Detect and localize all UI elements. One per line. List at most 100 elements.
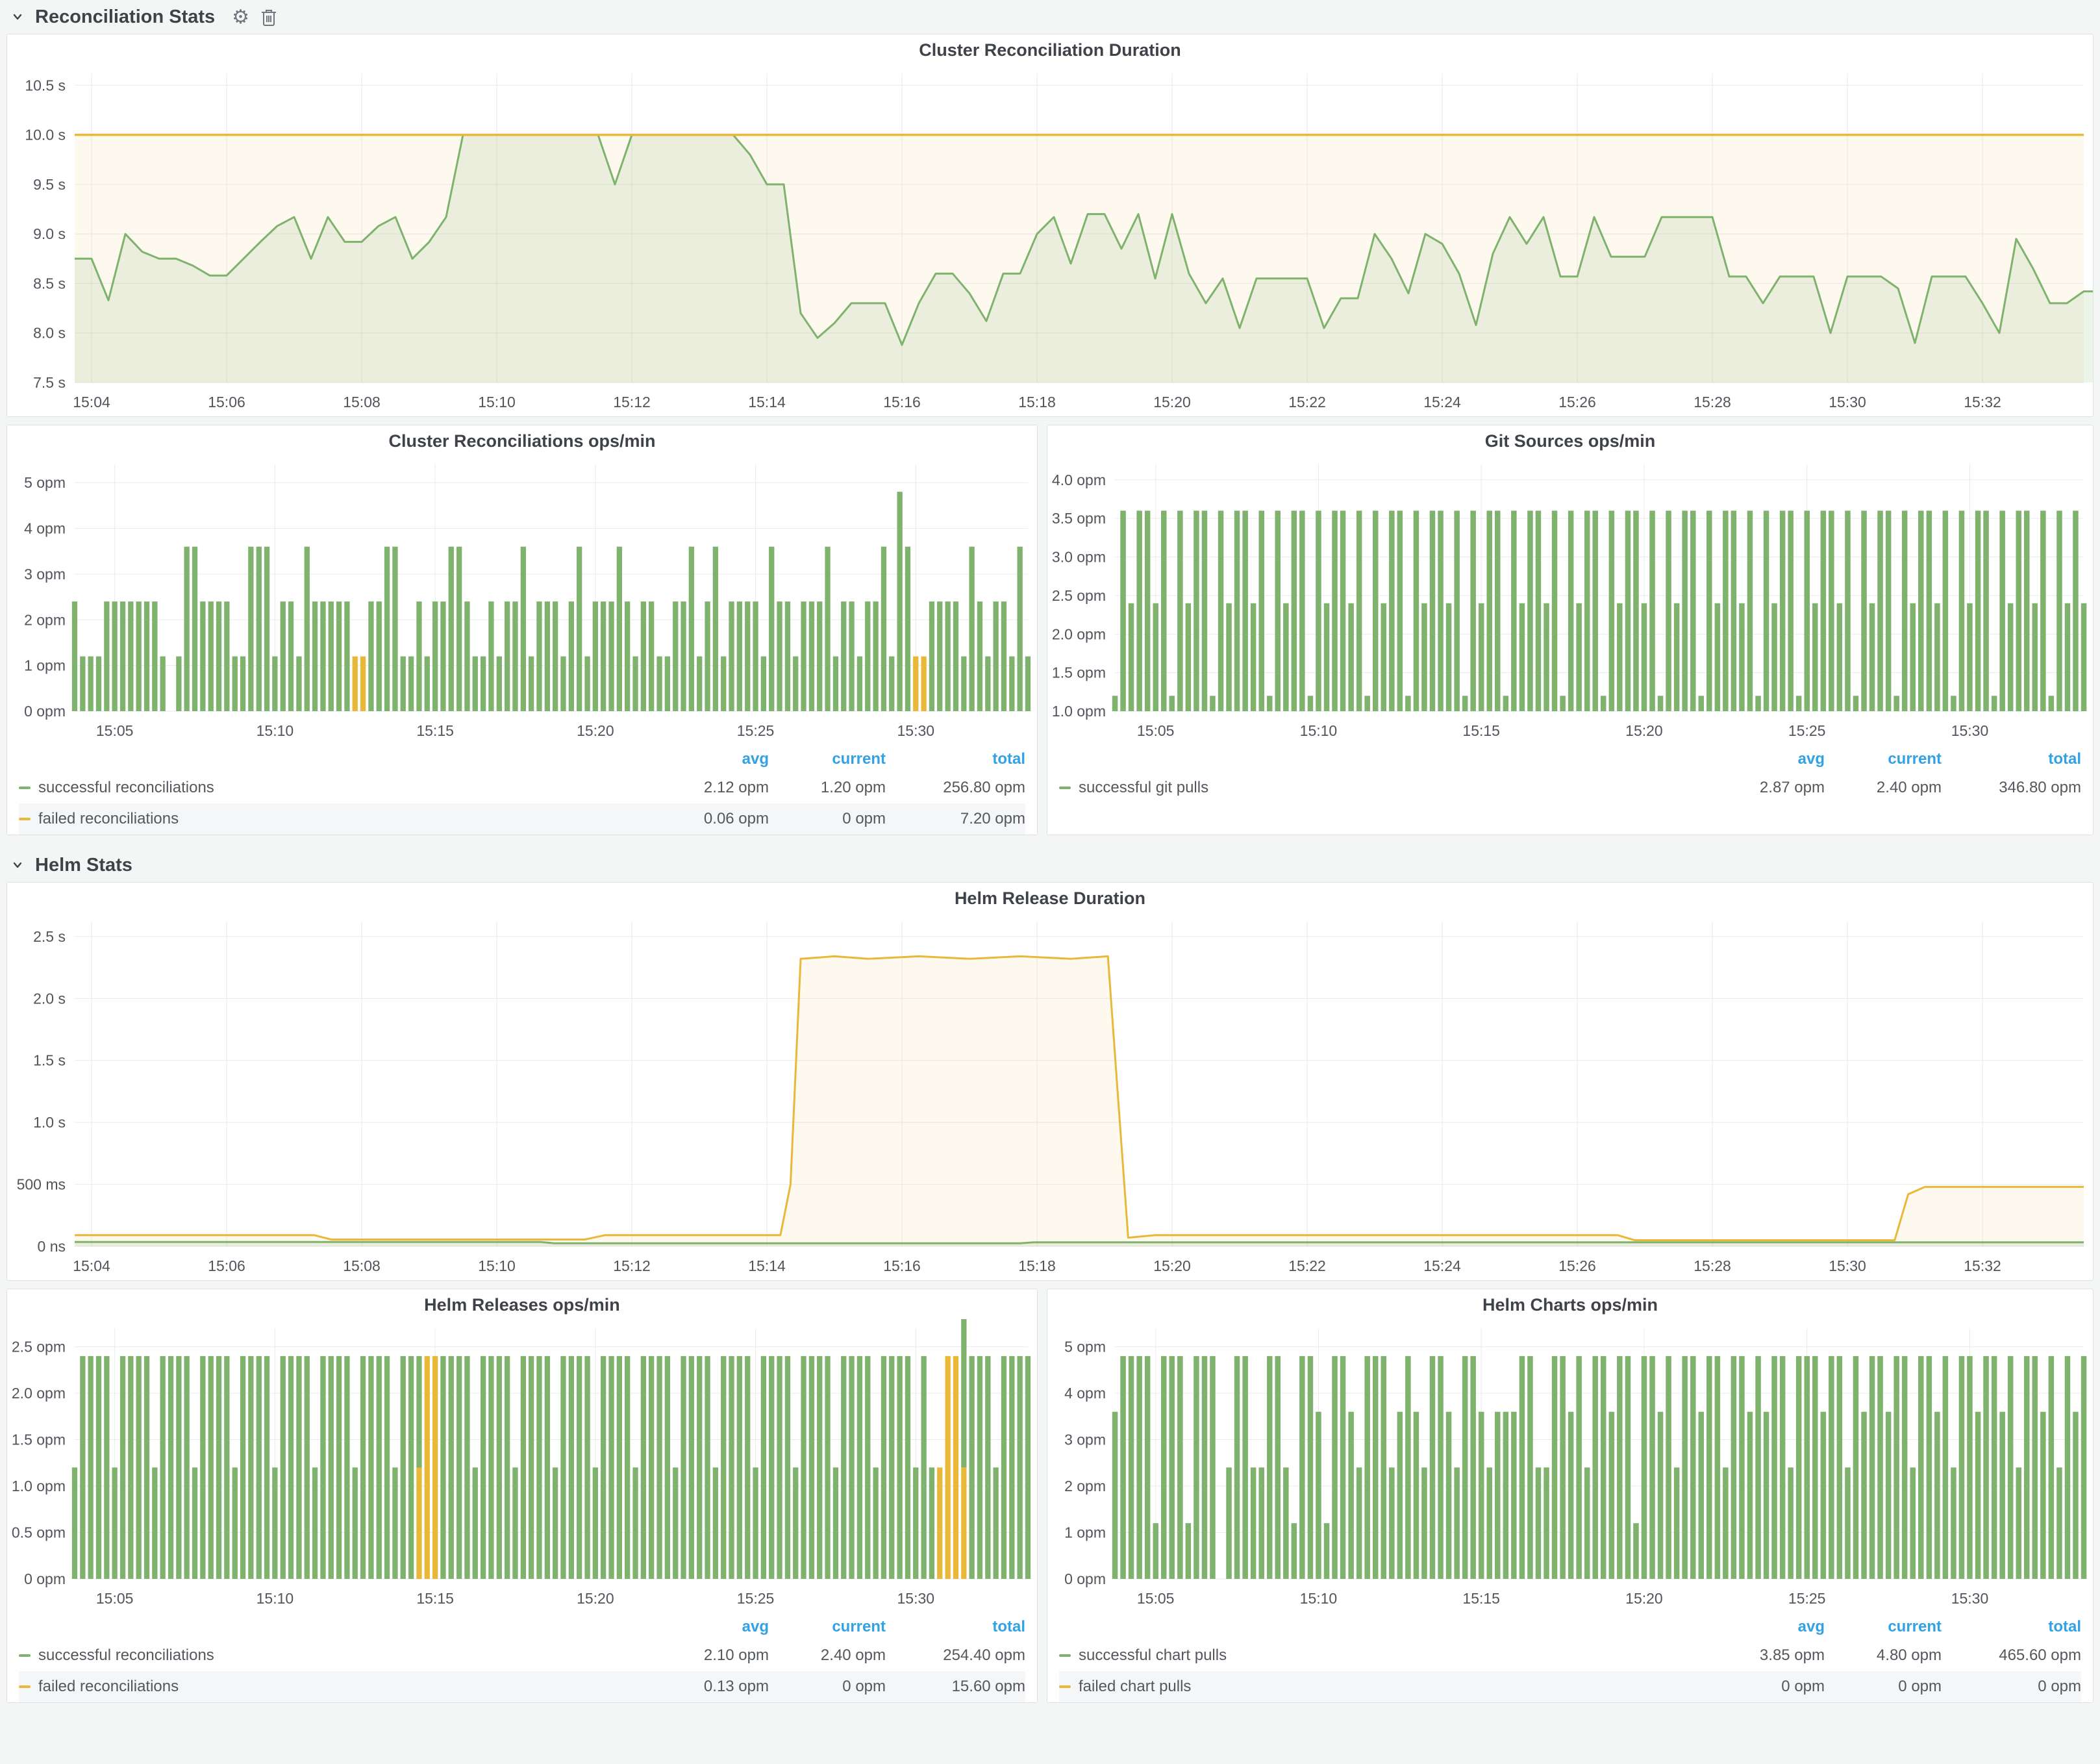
svg-text:15:20: 15:20: [577, 722, 614, 739]
svg-text:15:30: 15:30: [1829, 1257, 1866, 1274]
svg-text:15:20: 15:20: [1625, 722, 1663, 739]
svg-text:0.5 opm: 0.5 opm: [12, 1524, 66, 1541]
svg-text:15:25: 15:25: [1788, 1590, 1826, 1607]
legend-column-current[interactable]: current: [1825, 1618, 1942, 1636]
svg-text:2.0 opm: 2.0 opm: [12, 1385, 66, 1402]
legend-column-total[interactable]: total: [886, 750, 1025, 768]
svg-text:2.0 opm: 2.0 opm: [1052, 625, 1106, 642]
legend-row: failed reconciliations 0.13 opm0 opm15.60…: [19, 1671, 1025, 1702]
svg-text:15:32: 15:32: [1964, 394, 2001, 410]
legend-series-label[interactable]: successful git pulls: [1079, 779, 1208, 797]
svg-text:15:15: 15:15: [1462, 1590, 1500, 1607]
svg-text:15:15: 15:15: [416, 1590, 454, 1607]
legend-row: successful reconciliations2.12 opm1.20 o…: [19, 772, 1025, 803]
svg-text:4 opm: 4 opm: [24, 520, 66, 537]
legend-stat-value: 2.40 opm: [1825, 779, 1942, 797]
legend-column-current[interactable]: current: [1825, 750, 1942, 768]
legend-git-sources: avgcurrenttotalsuccessful git pulls2.87 …: [1047, 745, 2093, 803]
panel-title[interactable]: Cluster Reconciliations ops/min: [7, 425, 1037, 455]
git-sources-ops-chart[interactable]: 1.0 opm1.5 opm2.0 opm2.5 opm3.0 opm3.5 o…: [1047, 455, 2093, 745]
legend-row: successful chart pulls3.85 opm4.80 opm46…: [1059, 1640, 2081, 1671]
legend-series-label[interactable]: successful chart pulls: [1079, 1646, 1227, 1665]
helm-charts-ops-chart[interactable]: 0 opm1 opm2 opm3 opm4 opm5 opm15:0515:10…: [1047, 1319, 2093, 1613]
panel-git-sources-ops: Git Sources ops/min 1.0 opm1.5 opm2.0 op…: [1047, 425, 2094, 835]
row-helm-ops: Helm Releases ops/min 0 opm0.5 opm1.0 op…: [6, 1289, 2094, 1703]
legend-stat-value: 0 opm: [769, 1678, 886, 1696]
legend-stat-value: 0 opm: [769, 810, 886, 828]
panel-title[interactable]: Git Sources ops/min: [1047, 425, 2093, 455]
svg-text:4.0 opm: 4.0 opm: [1052, 472, 1106, 488]
helm-releases-ops-chart[interactable]: 0 opm0.5 opm1.0 opm1.5 opm2.0 opm2.5 opm…: [7, 1319, 1037, 1613]
section-header-helm-stats: Helm Stats: [6, 848, 2094, 882]
legend-stat-value: 0.13 opm: [652, 1678, 769, 1696]
svg-text:15:22: 15:22: [1288, 1257, 1326, 1274]
svg-text:15:25: 15:25: [737, 1590, 775, 1607]
legend-stat-value: 4.80 opm: [1825, 1646, 1942, 1665]
svg-text:1.5 s: 1.5 s: [33, 1052, 66, 1069]
orange-series-dash-icon: [19, 818, 31, 820]
chevron-down-icon[interactable]: [10, 10, 25, 24]
legend-column-total[interactable]: total: [1942, 1618, 2081, 1636]
gear-icon[interactable]: ⚙: [232, 6, 249, 29]
legend-column-total[interactable]: total: [1942, 750, 2081, 768]
svg-text:2.5 opm: 2.5 opm: [12, 1339, 66, 1355]
legend-stat-value: 0 opm: [1825, 1678, 1942, 1696]
legend-series-label[interactable]: failed reconciliations: [38, 1678, 179, 1696]
svg-text:2 opm: 2 opm: [1064, 1478, 1106, 1494]
section-title[interactable]: Helm Stats: [35, 855, 132, 876]
legend-column-avg[interactable]: avg: [652, 750, 769, 768]
svg-text:15:22: 15:22: [1288, 394, 1326, 410]
svg-text:10.0 s: 10.0 s: [25, 127, 66, 144]
svg-text:3.5 opm: 3.5 opm: [1052, 510, 1106, 527]
panel-cluster-reconciliation-duration: Cluster Reconciliation Duration 7.5 s8.0…: [6, 34, 2094, 417]
legend-column-current[interactable]: current: [769, 1618, 886, 1636]
panel-title[interactable]: Helm Release Duration: [7, 883, 2093, 913]
legend-header: avgcurrenttotal: [19, 1614, 1025, 1640]
svg-text:0 opm: 0 opm: [1064, 1570, 1106, 1587]
cluster-reconciliations-ops-chart[interactable]: 0 opm1 opm2 opm3 opm4 opm5 opm15:0515:10…: [7, 455, 1037, 745]
legend-row: successful reconciliations2.10 opm2.40 o…: [19, 1640, 1025, 1671]
panel-title[interactable]: Helm Charts ops/min: [1047, 1289, 2093, 1319]
section-title[interactable]: Reconciliation Stats: [35, 6, 215, 28]
svg-text:15:20: 15:20: [1153, 394, 1191, 410]
legend-series-label[interactable]: successful reconciliations: [38, 1646, 214, 1665]
svg-text:15:05: 15:05: [1137, 1590, 1175, 1607]
svg-text:15:08: 15:08: [343, 394, 381, 410]
legend-column-total[interactable]: total: [886, 1618, 1025, 1636]
trash-icon[interactable]: [260, 6, 278, 27]
section-header-reconciliation-stats: Reconciliation Stats ⚙: [6, 0, 2094, 34]
legend-stat-value: 0 opm: [1942, 1678, 2081, 1696]
legend-stat-value: 3.85 opm: [1708, 1646, 1825, 1665]
legend-stat-value: 2.12 opm: [652, 779, 769, 797]
legend-helm-charts: avgcurrenttotal successful chart pulls 3.8…: [1047, 1613, 2093, 1702]
svg-text:8.5 s: 8.5 s: [33, 275, 66, 292]
legend-column-current[interactable]: current: [769, 750, 886, 768]
panel-title[interactable]: Cluster Reconciliation Duration: [7, 34, 2093, 64]
dashboard: Reconciliation Stats ⚙ Cluster Reconcili…: [0, 0, 2100, 1703]
svg-text:0 opm: 0 opm: [24, 703, 66, 720]
legend-series-label[interactable]: failed reconciliations: [38, 810, 179, 828]
legend-column-avg[interactable]: avg: [1708, 1618, 1825, 1636]
legend-column-avg[interactable]: avg: [1708, 750, 1825, 768]
legend-row: successful git pulls2.87 opm2.40 opm346.…: [1059, 772, 2081, 803]
svg-text:15:12: 15:12: [613, 394, 651, 410]
svg-text:15:05: 15:05: [1137, 722, 1175, 739]
panel-title[interactable]: Helm Releases ops/min: [7, 1289, 1037, 1319]
svg-text:15:05: 15:05: [96, 1590, 134, 1607]
helm-release-duration-chart[interactable]: 0 ns500 ms1.0 s1.5 s2.0 s2.5 s15:0415:06…: [7, 913, 2093, 1280]
legend-stat-value: 15.60 opm: [886, 1678, 1025, 1696]
legend-column-avg[interactable]: avg: [652, 1618, 769, 1636]
svg-text:15:14: 15:14: [748, 394, 786, 410]
legend-header: avgcurrenttotal: [1059, 1614, 2081, 1640]
legend-header: avgcurrenttotal: [1059, 746, 2081, 772]
svg-text:15:25: 15:25: [737, 722, 775, 739]
cluster-reconciliation-duration-chart[interactable]: 7.5 s8.0 s8.5 s9.0 s9.5 s10.0 s10.5 s15:…: [7, 64, 2093, 416]
green-series-dash-icon: [1059, 787, 1071, 789]
svg-text:15:12: 15:12: [613, 1257, 651, 1274]
chevron-down-icon[interactable]: [10, 858, 25, 872]
svg-text:1.5 opm: 1.5 opm: [12, 1431, 66, 1448]
legend-series-label[interactable]: successful reconciliations: [38, 779, 214, 797]
svg-text:15:25: 15:25: [1788, 722, 1826, 739]
svg-text:15:30: 15:30: [1829, 394, 1866, 410]
legend-series-label[interactable]: failed chart pulls: [1079, 1678, 1191, 1696]
